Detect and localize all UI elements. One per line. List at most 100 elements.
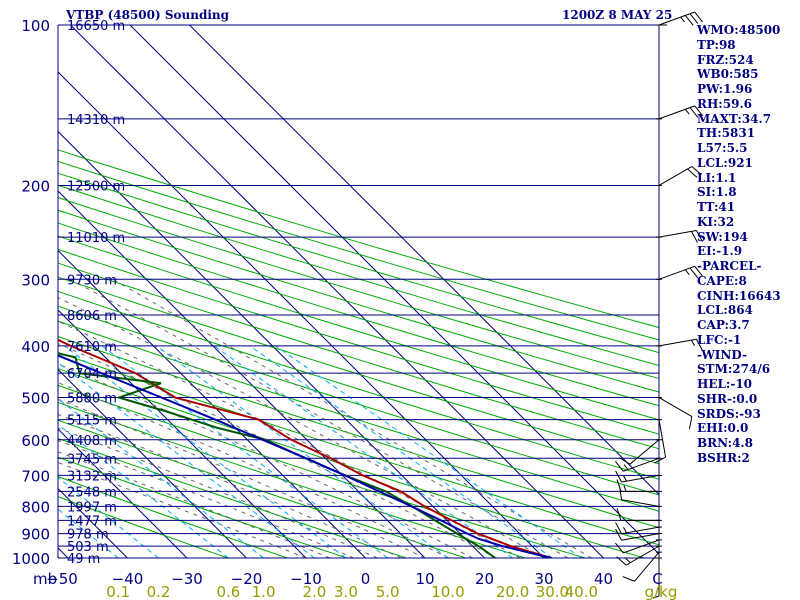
wind-barb-half xyxy=(623,485,627,492)
index-line: TT:41 xyxy=(697,200,736,214)
wind-barb-half xyxy=(691,339,695,346)
temperature-tick-label: −30 xyxy=(171,570,203,588)
parcel-line xyxy=(58,354,552,558)
mixing-ratio-label: 40.0 xyxy=(565,583,598,600)
temperature-tick-label: C xyxy=(652,570,662,588)
isotherm-line xyxy=(129,25,659,555)
index-line: MAXT:34.7 xyxy=(697,111,772,126)
wind-barb-staff xyxy=(634,551,660,582)
mixing-ratio-label: 0.6 xyxy=(216,583,240,600)
index-line: LCL:864 xyxy=(697,303,753,318)
pressure-label: 600 xyxy=(21,432,50,450)
index-line: TH:5831 xyxy=(697,126,756,141)
wind-barb-half xyxy=(623,464,629,470)
moist-adiabat-line xyxy=(58,439,354,558)
mixing-ratio-label: 1.0 xyxy=(252,583,276,600)
pressure-label: 200 xyxy=(21,177,50,195)
wind-barb-staff xyxy=(621,533,660,541)
mixing-ratio-label: 3.0 xyxy=(334,583,358,600)
indices-panel: WMO:48500 TP:98 FRZ:524 WB0:585 PW:1.96 RH:59… xyxy=(697,23,797,466)
wind-barb-flag xyxy=(615,542,624,554)
height-label: 1477 m xyxy=(67,514,117,529)
wind-barb-flag xyxy=(695,339,703,351)
index-line: WMO:48500 xyxy=(697,23,781,37)
pressure-label: 300 xyxy=(21,271,50,289)
wind-barb-flag xyxy=(694,11,703,23)
height-label: 1997 m xyxy=(67,500,117,515)
mixing-ratio-line xyxy=(249,345,553,558)
wind-barb-flag xyxy=(694,105,703,117)
wind-barbs xyxy=(615,11,703,599)
pressure-label: 400 xyxy=(21,338,50,356)
mixing-ratio-line xyxy=(58,423,229,558)
wind-barb-half xyxy=(684,269,690,275)
index-line: SW:194 xyxy=(697,229,748,244)
temperature-tick-label: 10 xyxy=(415,570,434,588)
height-label: 503 m xyxy=(67,540,109,555)
temperature-tick-label: 40 xyxy=(594,570,613,588)
index-line: CINH:16643 xyxy=(697,288,781,303)
temperature-line xyxy=(58,338,552,558)
wind-barb-staff xyxy=(658,265,695,280)
station-title: VTBP (48500) Sounding xyxy=(66,8,230,22)
wind-barb-staff xyxy=(658,338,697,347)
height-label: 5880 m xyxy=(67,392,117,407)
mixing-ratio-label: 5.0 xyxy=(376,583,400,600)
height-label: 7610 m xyxy=(67,340,117,355)
index-line: L57:5.5 xyxy=(697,141,748,155)
mixing-ratio-label: 30.0 xyxy=(536,583,569,600)
isotherm-line xyxy=(189,25,659,496)
wind-barb-staff xyxy=(658,397,693,417)
wind-barb-flag xyxy=(691,231,698,243)
wind-barb-staff xyxy=(629,439,660,465)
height-label: 9730 m xyxy=(67,273,117,288)
index-line: BRN:4.8 xyxy=(697,436,753,450)
pressure-label: 100 xyxy=(21,17,50,35)
height-label: 4408 m xyxy=(67,434,117,449)
index-line: PW:1.96 xyxy=(697,82,753,96)
wind-barb-half xyxy=(652,595,660,599)
index-line: STM:274/6 xyxy=(697,362,771,377)
isotherm-line xyxy=(58,71,545,558)
dewpoint-line xyxy=(58,352,496,558)
wind-barb-staff xyxy=(621,474,660,483)
height-label: 978 m xyxy=(67,528,109,543)
wind-barb-flag xyxy=(615,528,623,541)
mixing-ratio-label: 20.0 xyxy=(496,583,529,600)
wind-barb-staff xyxy=(658,105,695,120)
index-line: CAPE:8 xyxy=(697,273,747,288)
wind-barb-half xyxy=(625,558,631,564)
height-label: 14310 m xyxy=(67,113,125,128)
sounding-traces xyxy=(58,338,552,558)
wind-barb-half xyxy=(623,475,627,482)
moist-adiabat-line xyxy=(58,296,545,558)
mixing-ratio-line xyxy=(213,345,513,558)
wind-barb-half xyxy=(680,16,685,23)
index-line: FRZ:524 xyxy=(697,52,754,67)
wind-barb-half xyxy=(684,108,690,115)
mixing-ratio-line xyxy=(58,362,315,558)
index-line: SI:1.8 xyxy=(697,185,737,200)
wind-barb-staff xyxy=(621,526,660,535)
wind-barb-flag xyxy=(689,267,699,279)
index-line: TP:98 xyxy=(697,37,736,52)
index-line: EI:-1.9 xyxy=(697,244,743,259)
temperature-tick-label: 30 xyxy=(534,570,553,588)
wind-barb-half xyxy=(623,527,627,534)
mixing-ratio-line xyxy=(58,398,264,558)
mixing-ratio-line xyxy=(58,508,119,558)
mixing-ratio-label: 2.0 xyxy=(303,583,327,600)
pressure-label: 700 xyxy=(21,467,50,485)
isotherm-line xyxy=(58,309,307,558)
isobars xyxy=(57,24,667,559)
mixing-ratio-label: 10.0 xyxy=(431,583,464,600)
temperature-tick-label: −20 xyxy=(231,570,263,588)
height-label: 49 m xyxy=(67,552,100,567)
mixing-ratio-line xyxy=(155,345,449,558)
wind-barb-flag xyxy=(691,166,702,176)
height-label: 5115 m xyxy=(67,414,117,429)
height-label: 2548 m xyxy=(67,485,117,500)
height-label: 11010 m xyxy=(67,231,125,246)
